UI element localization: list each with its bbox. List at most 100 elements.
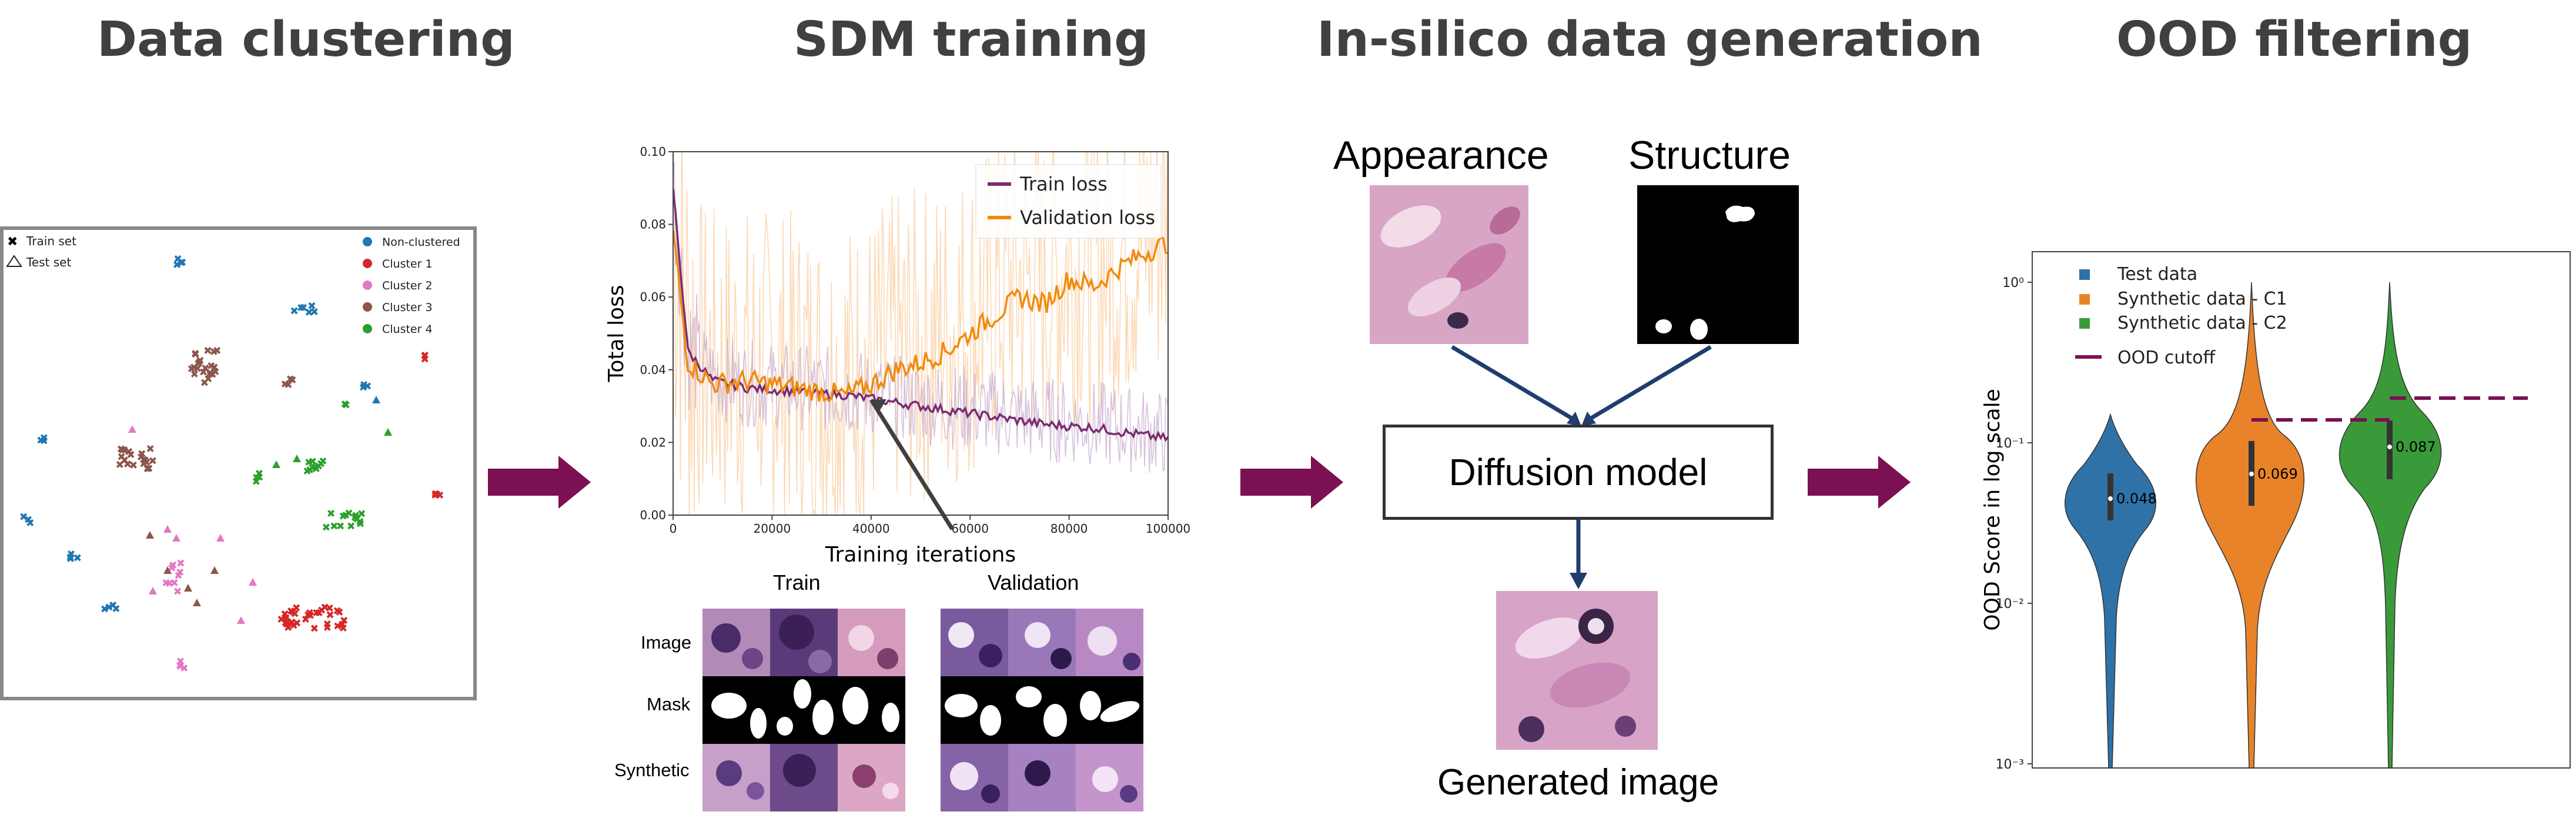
- scatter-point: ✖: [105, 602, 113, 614]
- scatter-point: [272, 460, 280, 468]
- generated-image: [1496, 591, 1658, 750]
- scatter-point: ✖: [178, 256, 187, 269]
- scatter-point: ✖: [255, 472, 264, 484]
- legend-dot-non-clustered: [363, 237, 372, 246]
- legend-test-set: Test set: [26, 255, 71, 269]
- appearance-label: Appearance: [1333, 133, 1549, 178]
- scatter-point: ✖: [356, 518, 365, 530]
- median-synthetic-c1: 0.069: [2257, 466, 2298, 482]
- scatter-point: ✖: [187, 363, 196, 375]
- scatter-point: [146, 531, 154, 539]
- scatter-point: ✖: [353, 513, 362, 526]
- scatter-point: ✖: [277, 614, 286, 626]
- scatter-point: ✖: [303, 465, 312, 477]
- diffusion-model-box: Diffusion model: [1383, 425, 1774, 520]
- scatter-point: ✖: [316, 458, 325, 470]
- grid-col-validation: Validation: [988, 570, 1079, 594]
- scatter-point: ✖: [140, 455, 149, 467]
- scatter-point: ✖: [420, 349, 429, 362]
- loss-line-validation-loss: [673, 230, 1168, 403]
- arrowhead-left: [1567, 412, 1581, 426]
- scatter-point: ✖: [195, 357, 203, 369]
- scatter-point: ✖: [333, 605, 342, 617]
- scatter-point: ✖: [287, 605, 296, 617]
- scatter-point: ✖: [292, 602, 301, 614]
- legend-ood-cutoff: OOD cutoff: [2117, 348, 2216, 368]
- violin-ytick-2: 10⁻²: [1996, 597, 2024, 612]
- scatter-point: ✖: [289, 606, 297, 619]
- scatter-point: ✖: [339, 622, 347, 634]
- scatter-point: ✖: [314, 460, 323, 473]
- legend-swatch-c2: [2079, 318, 2090, 329]
- scatter-point: ✖: [191, 349, 200, 361]
- scatter-point: ✖: [285, 617, 293, 630]
- validation-mask-row: [941, 676, 1143, 744]
- scatter-point: ✖: [305, 607, 314, 620]
- legend-cluster-3: Cluster 3: [382, 301, 433, 314]
- stage-title-insilico: In-silico data generation: [1317, 12, 1983, 68]
- scatter-point: ✖: [433, 489, 441, 501]
- input-arrows: [1451, 345, 1712, 426]
- scatter-point: [372, 396, 380, 403]
- structure-label: Structure: [1628, 133, 1791, 178]
- scatter-point: ✖: [290, 305, 299, 318]
- scatter-point: ✖: [180, 663, 189, 675]
- loss-xtick-label: 20000: [754, 522, 791, 536]
- scatter-point: ✖: [339, 510, 347, 523]
- legend-train-loss: Train loss: [1019, 173, 1108, 195]
- scatter-point: ✖: [172, 259, 181, 272]
- scatter-point: ✖: [431, 488, 440, 500]
- scatter-point: ✖: [39, 432, 48, 445]
- appearance-image: [1370, 185, 1528, 344]
- scatter-points: ✖✖✖✖✖ ✖✖ ✖✖✖✖✖✖✖✖✖✖✖✖✖✖✖✖✖✖✖✖✖✖✖✖✖✖✖ ✖✖✖✖✖✖…: [19, 253, 444, 675]
- arrowhead-right: [1581, 412, 1596, 426]
- scatter-point: ✖: [284, 622, 293, 634]
- scatter-point: ✖: [281, 617, 290, 630]
- ood-violin-plot: OOD Score in log scale 10⁰ 10⁻¹ 10⁻² 10⁻…: [1980, 251, 2571, 770]
- scatter-point: ✖: [176, 557, 185, 570]
- cluster-scatter-plot: ✖ Train set Test set Non-clustered Clust…: [0, 226, 477, 700]
- loss-axis-ticks: 0.00 0.02 0.04 0.06 0.08 0.10 0 20000 40000 60000…: [640, 145, 1190, 536]
- scatter-point: ✖: [431, 489, 440, 502]
- scatter-point: ✖: [305, 307, 313, 319]
- scatter-point: ✖: [120, 445, 129, 457]
- legend-dot-cluster-2: [363, 280, 372, 290]
- scatter-point: ✖: [120, 455, 129, 467]
- scatter-point: ✖: [320, 602, 329, 614]
- scatter-point: ✖: [342, 399, 350, 412]
- scatter-point: ✖: [201, 363, 210, 375]
- scatter-point: ✖: [317, 604, 326, 617]
- scatter-point: ✖: [282, 619, 291, 631]
- scatter-point: ✖: [346, 520, 355, 533]
- scatter-point: ✖: [176, 567, 185, 579]
- scatter-point: ✖: [193, 363, 202, 375]
- legend-cluster-2: Cluster 2: [382, 279, 433, 292]
- scatter-point: ✖: [170, 577, 179, 589]
- median-synthetic-c2: 0.087: [2396, 439, 2436, 455]
- scatter-point: ✖: [282, 613, 290, 625]
- scatter-point: ✖: [162, 577, 170, 589]
- scatter-point: ✖: [303, 609, 312, 622]
- scatter-point: ✖: [310, 306, 319, 318]
- scatter-point: ✖: [280, 378, 289, 390]
- loss-xtick-label: 0: [670, 522, 677, 536]
- scatter-point: ✖: [36, 435, 45, 447]
- loss-xtick-label: 60000: [951, 522, 989, 536]
- scatter-point: ✖: [359, 382, 367, 394]
- scatter-point: ✖: [67, 548, 76, 560]
- scatter-point: ✖: [206, 367, 215, 379]
- scatter-point: ✖: [287, 616, 296, 629]
- legend-dot-cluster-4: [363, 324, 372, 333]
- scatter-point: ✖: [306, 464, 315, 476]
- scatter-point: ✖: [176, 661, 185, 673]
- scatter-point: ✖: [342, 510, 350, 522]
- scatter-point: ✖: [306, 610, 315, 622]
- validation-image-row: [941, 609, 1143, 676]
- scatter-point: ✖: [344, 507, 353, 520]
- violin-y-label: OOD Score in log scale: [1980, 389, 2005, 630]
- scatter-point: ✖: [118, 444, 127, 456]
- scatter-point: ✖: [137, 452, 146, 464]
- legend-train-set: Train set: [26, 234, 76, 248]
- scatter-point: ✖: [340, 615, 349, 627]
- scatter-point: [163, 566, 172, 574]
